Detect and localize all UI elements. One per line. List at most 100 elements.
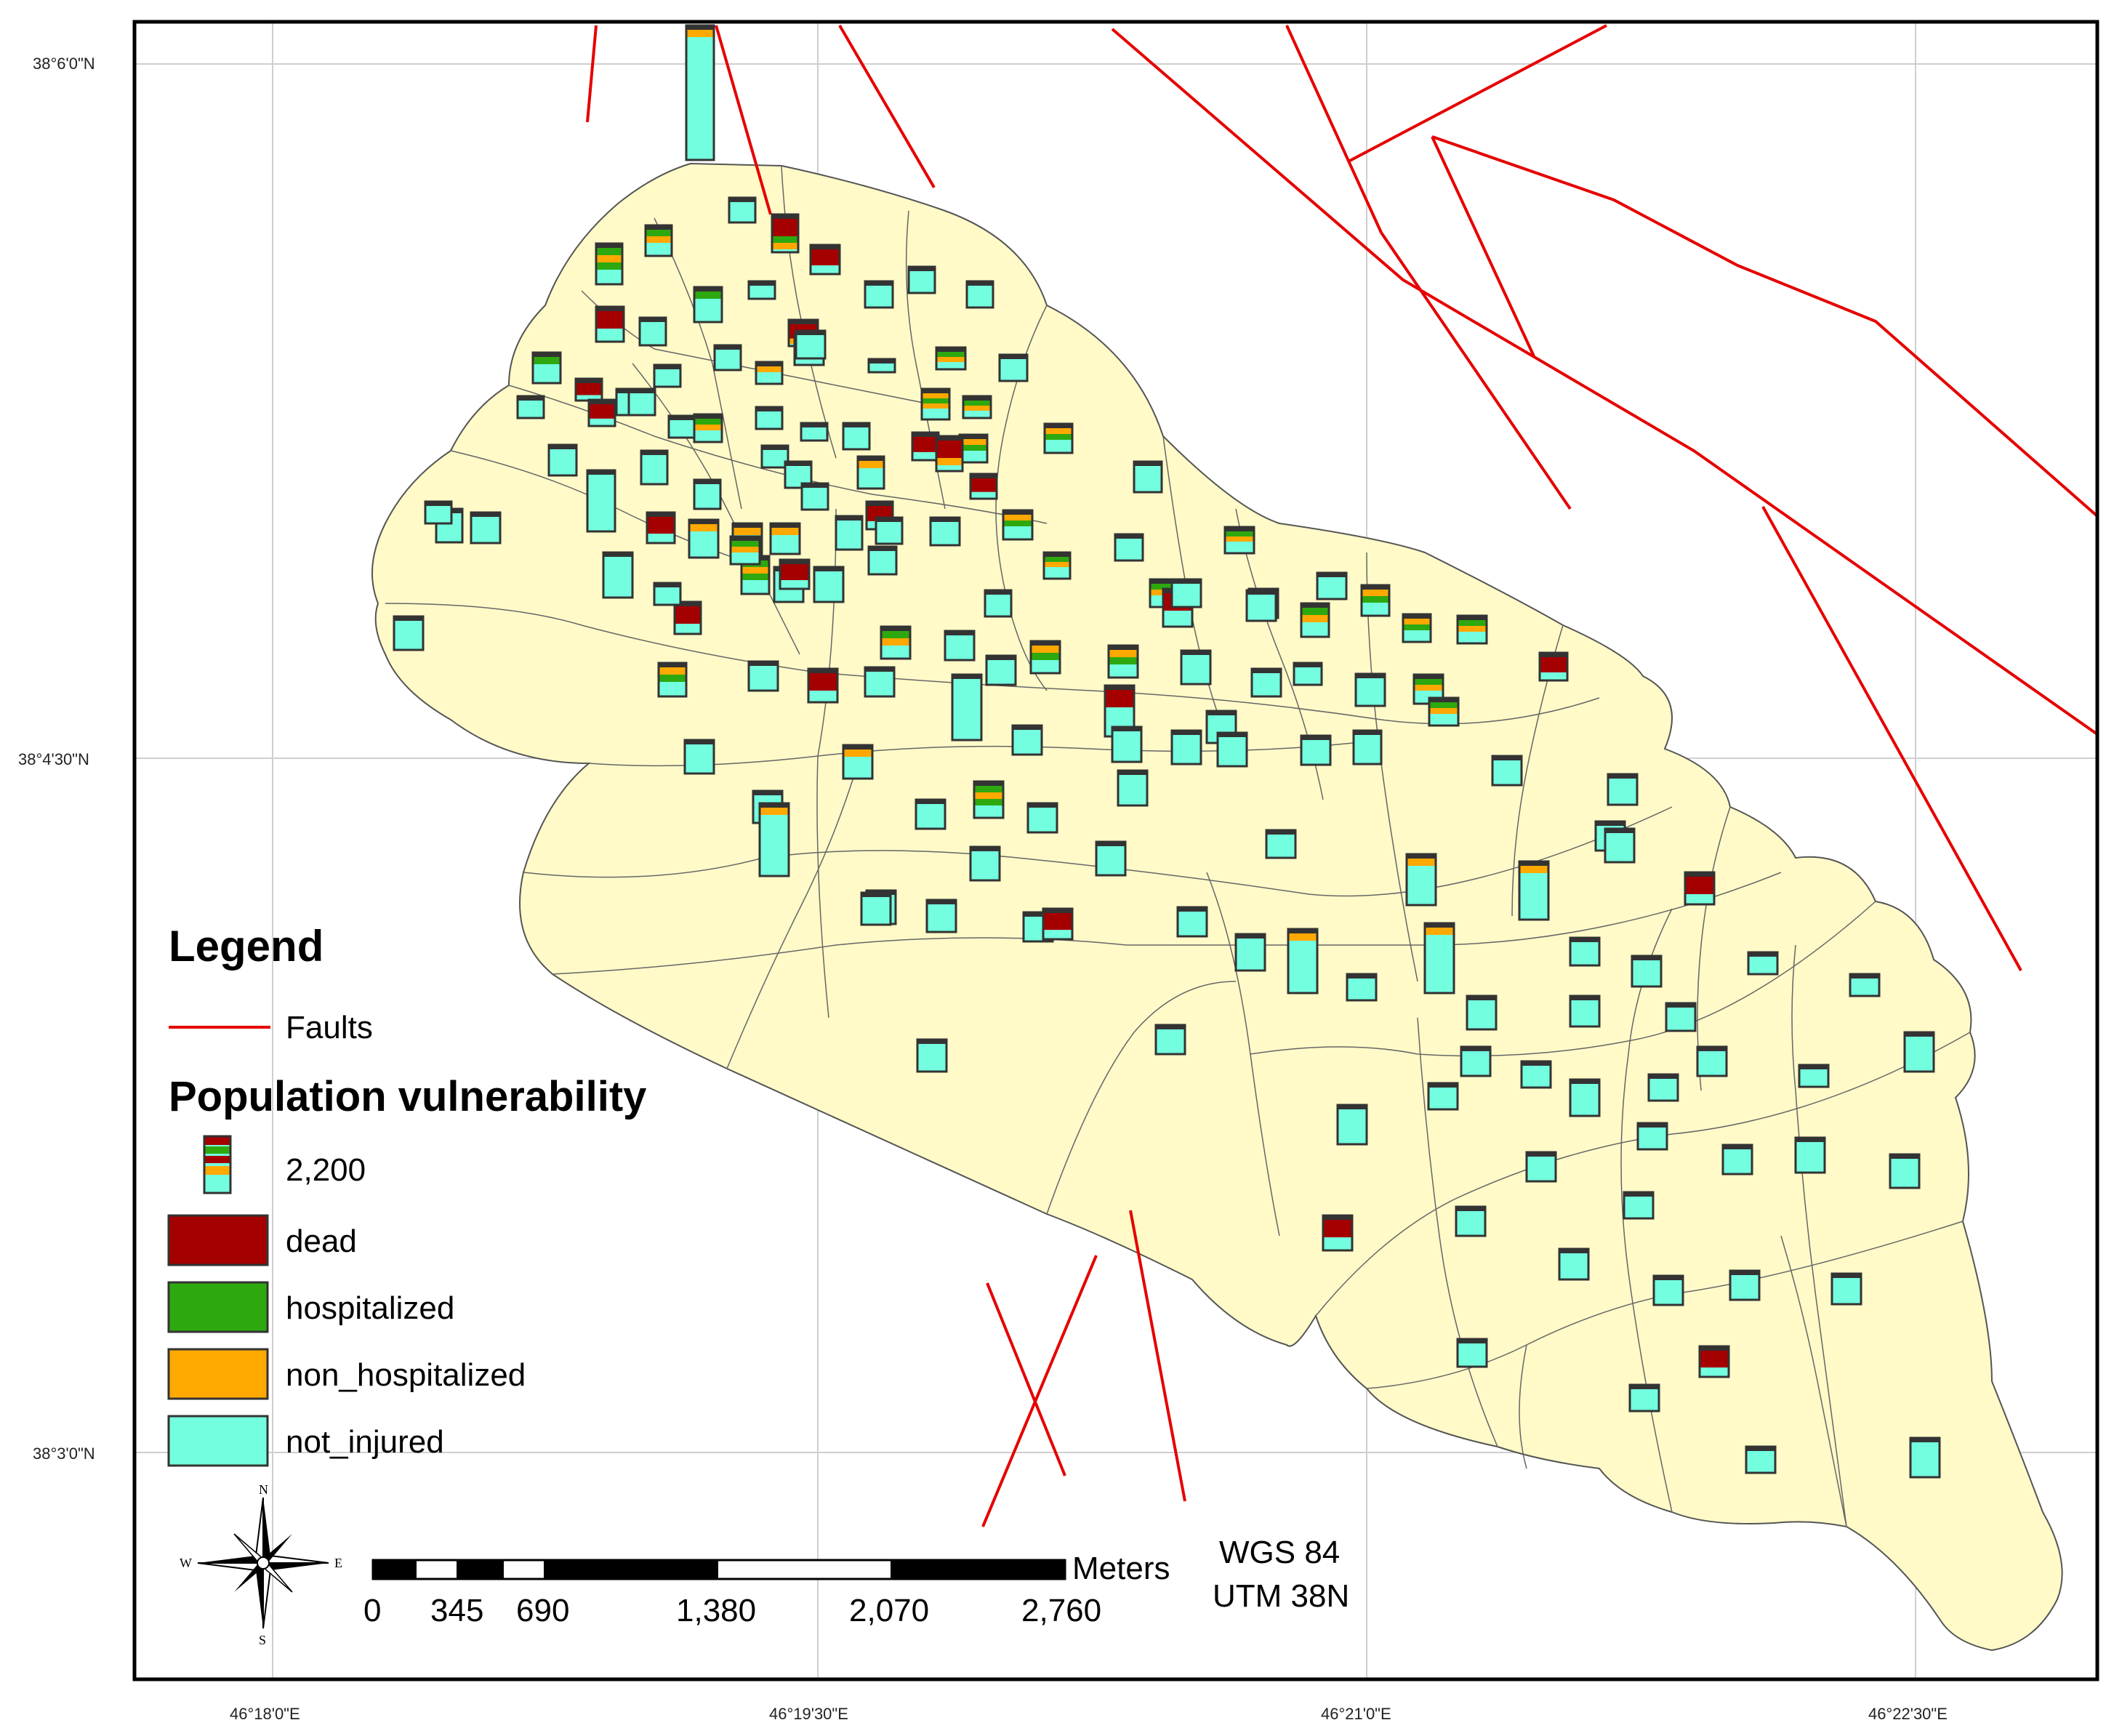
population-glyph	[1316, 571, 1348, 600]
legend-hospitalized-label: hospitalized	[286, 1290, 454, 1326]
population-glyph	[867, 358, 896, 374]
population-glyph	[1631, 955, 1663, 988]
population-glyph	[586, 469, 616, 533]
population-glyphs	[393, 24, 1941, 1479]
legend-population-title: Population vulnerability	[169, 1073, 646, 1120]
population-glyph	[683, 739, 715, 775]
fault-lines	[586, 24, 2099, 1527]
compass-e: E	[334, 1556, 342, 1570]
lon-label-3: 46°21'0"E	[1321, 1705, 1391, 1723]
population-glyph	[915, 798, 947, 830]
population-glyph	[800, 422, 829, 442]
population-glyph	[929, 516, 961, 547]
population-glyph	[1466, 994, 1498, 1031]
population-glyph	[1095, 840, 1127, 877]
lon-label-4: 46°22'30"E	[1868, 1705, 1948, 1723]
legend-not-injured-swatch	[167, 1415, 269, 1467]
scale-tick-3: 1,380	[676, 1593, 756, 1628]
population-glyph	[1604, 827, 1636, 864]
population-glyph	[1170, 578, 1202, 608]
population-glyph	[1300, 602, 1330, 638]
population-glyph	[424, 500, 453, 525]
population-glyph	[916, 1038, 948, 1073]
population-glyph	[809, 244, 841, 276]
scale-unit: Meters	[1072, 1551, 1170, 1586]
population-glyph	[1176, 906, 1208, 938]
population-glyph	[1336, 1104, 1368, 1146]
population-glyph	[1300, 734, 1332, 766]
population-glyph	[760, 444, 789, 469]
population-glyph	[1154, 1024, 1186, 1056]
scale-bar: Meters 0 345 690 1,380 2,070 2,760	[363, 1551, 1170, 1628]
population-glyph	[1652, 1274, 1684, 1306]
population-glyph	[1104, 684, 1136, 738]
population-glyph	[1428, 696, 1460, 727]
population-glyph	[1525, 1151, 1557, 1183]
population-glyph	[875, 516, 904, 545]
population-glyph	[693, 286, 723, 324]
population-glyph	[602, 551, 634, 599]
population-glyph	[1623, 1191, 1655, 1220]
population-glyph	[1111, 726, 1143, 763]
population-glyph	[771, 213, 800, 254]
legend-hospitalized-swatch	[167, 1281, 269, 1333]
population-glyph	[769, 522, 801, 555]
population-glyph	[693, 413, 723, 443]
population-glyph	[813, 566, 845, 603]
compass-s: S	[259, 1633, 266, 1647]
compass-n: N	[259, 1482, 268, 1497]
population-glyph	[1405, 853, 1437, 907]
population-glyph	[1180, 649, 1212, 686]
population-glyph	[1002, 509, 1034, 541]
population-glyph	[944, 630, 976, 662]
population-glyph	[627, 387, 656, 417]
population-glyph	[1665, 1002, 1697, 1032]
population-glyph	[1234, 933, 1266, 972]
population-glyph	[962, 395, 992, 419]
population-glyph	[867, 545, 898, 576]
population-glyph	[1223, 526, 1255, 555]
lat-label-bottom: 38°3'0"N	[33, 1444, 95, 1463]
population-glyph	[911, 431, 940, 462]
population-glyph	[1011, 724, 1043, 756]
population-glyph	[795, 329, 827, 360]
lat-label-top: 38°6'0"N	[33, 55, 95, 73]
population-glyph	[1114, 533, 1144, 562]
population-glyph	[1117, 769, 1149, 807]
legend-title: Legend	[169, 922, 323, 971]
population-glyph	[657, 662, 688, 698]
population-glyph	[1538, 651, 1569, 682]
population-glyph	[965, 280, 994, 309]
legend-dead-swatch	[167, 1214, 269, 1266]
population-glyph	[856, 455, 885, 490]
population-glyph	[587, 398, 616, 427]
population-glyph	[1456, 614, 1488, 645]
population-glyph	[653, 363, 682, 388]
population-glyph	[969, 473, 998, 500]
population-glyph	[1569, 994, 1601, 1028]
population-glyph	[1026, 802, 1058, 834]
lon-label-2: 46°19'30"E	[769, 1705, 848, 1723]
legend-not-injured-label: not_injured	[286, 1424, 444, 1460]
compass-w: W	[180, 1556, 192, 1570]
population-glyph	[1607, 773, 1639, 806]
population-glyph	[835, 515, 864, 551]
population-glyph	[685, 24, 715, 161]
population-glyph	[1293, 662, 1323, 686]
population-glyph	[1569, 1078, 1601, 1117]
population-glyph	[880, 625, 912, 660]
population-glyph	[842, 744, 874, 780]
population-glyph	[755, 361, 784, 385]
population-glyph	[1107, 644, 1139, 679]
population-glyph	[864, 280, 894, 309]
population-glyph	[1721, 1144, 1753, 1176]
population-glyph	[640, 449, 669, 486]
population-glyph	[1455, 1205, 1487, 1237]
population-glyph	[907, 265, 936, 294]
legend-size-symbol	[203, 1135, 232, 1194]
population-glyph	[1518, 860, 1550, 921]
population-glyph	[935, 435, 964, 473]
population-glyph	[807, 667, 839, 704]
population-glyph	[1903, 1031, 1935, 1073]
